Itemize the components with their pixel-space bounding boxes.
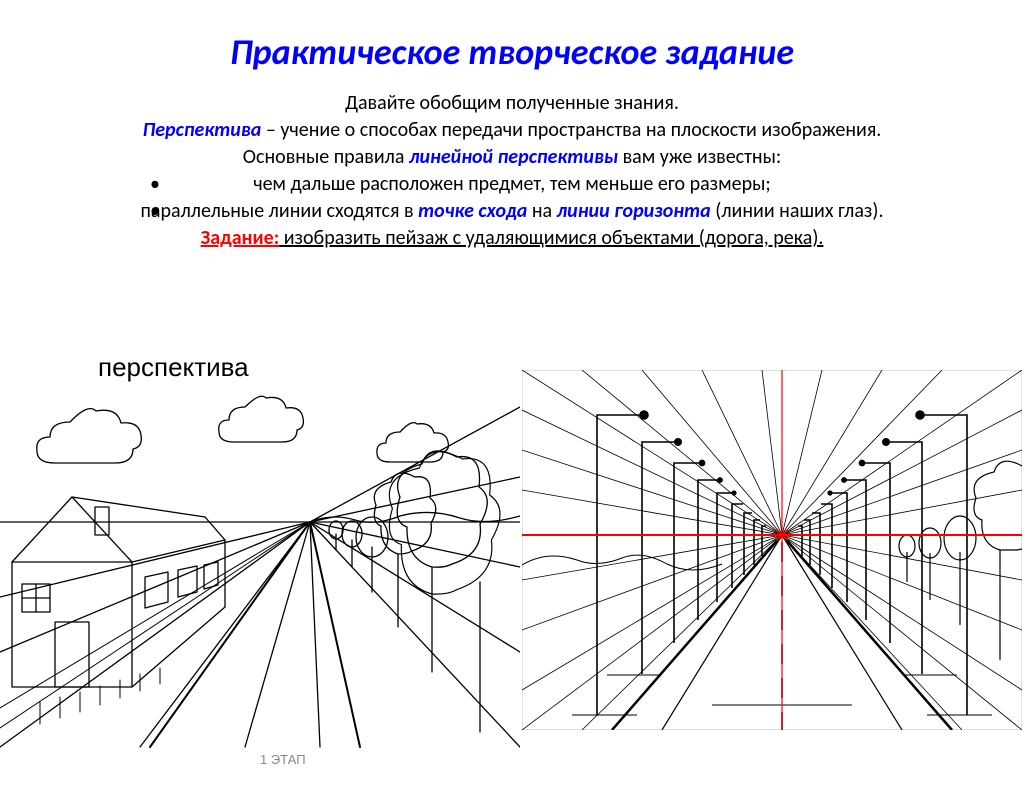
rule-item-1: чем дальше расположен предмет, тем меньш… xyxy=(60,171,964,198)
term-linear-perspective: линейной перспективы xyxy=(409,145,618,169)
illustrations: перспектива 1 ЭТАП xyxy=(0,352,1024,782)
task-text: изобразить пейзаж с удаляющимися объекта… xyxy=(279,226,823,250)
intro-text: Давайте обобщим полученные знания. xyxy=(0,90,1024,117)
r2-after: (линии наших глаз). xyxy=(711,199,884,223)
rules-list: чем дальше расположен предмет, тем меньш… xyxy=(0,171,1024,225)
term-vanishing-point: точке схода xyxy=(418,199,527,223)
left-perspective-drawing xyxy=(0,352,520,772)
rule-item-2: параллельные линии сходятся в точке сход… xyxy=(60,198,964,225)
rules-before: Основные правила xyxy=(243,145,409,169)
rules-after: вам уже известны: xyxy=(618,145,781,169)
definition-text: – учение о способах передачи пространств… xyxy=(261,118,881,142)
task-label: Задание: xyxy=(201,226,280,250)
task: Задание: изобразить пейзаж с удаляющимис… xyxy=(0,225,1024,252)
page-title: Практическое творческое задание xyxy=(0,30,1024,74)
rules-intro: Основные правила линейной перспективы ва… xyxy=(0,144,1024,171)
term-horizon-line: линии горизонта xyxy=(557,199,711,223)
term-perspective: Перспектива xyxy=(143,118,262,142)
r2-mid: на xyxy=(527,199,556,223)
r2-before: параллельные линии сходятся в xyxy=(140,199,418,223)
right-perspective-drawing xyxy=(522,370,1022,730)
definition: Перспектива – учение о способах передачи… xyxy=(0,117,1024,144)
